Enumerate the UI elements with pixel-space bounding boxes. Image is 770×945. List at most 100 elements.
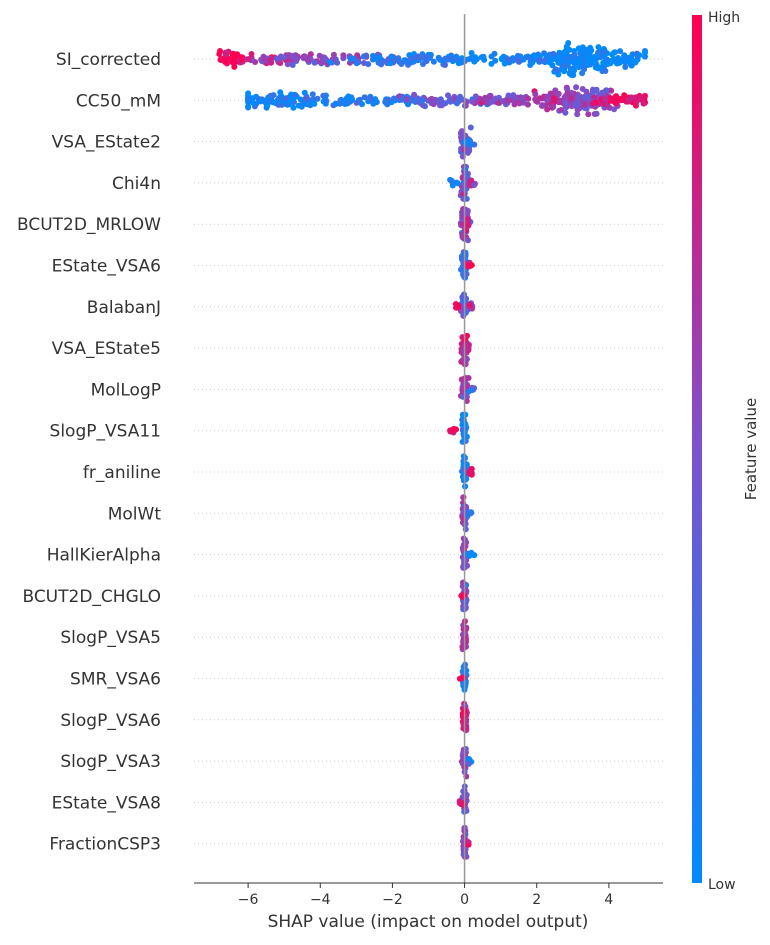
shap-point	[561, 94, 568, 101]
x-axis: −6 −4 −2 0 2 4	[194, 882, 663, 908]
shap-point	[414, 96, 421, 103]
shap-point	[223, 51, 229, 58]
shap-point	[568, 72, 575, 78]
shap-point	[281, 54, 288, 61]
shap-point	[466, 138, 473, 145]
shap-point	[628, 62, 635, 69]
shap-point	[465, 375, 472, 381]
shap-point	[621, 92, 628, 99]
shap-point	[589, 100, 596, 107]
shap-point	[322, 55, 329, 62]
shap-point	[456, 800, 463, 807]
shap-point	[307, 51, 314, 58]
shap-point	[290, 52, 297, 59]
shap-point	[332, 100, 339, 107]
shap-point	[435, 98, 442, 105]
shap-point	[282, 95, 289, 102]
shap-point	[464, 838, 471, 845]
shap-point	[468, 177, 475, 184]
shap-point	[467, 124, 474, 131]
shap-point	[587, 48, 594, 55]
shap-point	[573, 84, 580, 91]
shap-point	[608, 95, 615, 102]
feature-label: CC50_mM	[76, 91, 161, 111]
feature-label: BCUT2D_CHGLO	[22, 587, 161, 607]
feature-label: SMR_VSA6	[70, 670, 161, 690]
shap-point	[462, 521, 469, 527]
shap-point	[574, 111, 581, 118]
shap-point	[408, 97, 414, 104]
shap-point	[462, 526, 469, 533]
shap-point	[608, 87, 615, 94]
shap-point	[277, 98, 284, 105]
shap-point	[633, 99, 640, 105]
shap-point	[330, 51, 337, 58]
feature-label: SlogP_VSA5	[60, 628, 161, 648]
shap-point	[355, 97, 362, 104]
shap-point	[378, 61, 385, 68]
feature-label: VSA_EState5	[52, 339, 161, 359]
shap-point	[532, 96, 539, 103]
shap-point	[563, 47, 570, 54]
shap-point	[471, 552, 478, 559]
x-tick-label: −4	[310, 892, 331, 908]
shap-point	[370, 100, 377, 107]
feature-label: EState_VSA6	[52, 257, 161, 277]
shap-point	[580, 51, 587, 58]
shap-point	[539, 102, 546, 109]
feature-label: FractionCSP3	[49, 835, 161, 855]
shap-point	[445, 92, 451, 99]
shap-point	[600, 49, 607, 55]
shap-point	[626, 97, 633, 104]
shap-point	[531, 52, 538, 59]
shap-point	[467, 387, 474, 394]
shap-point	[398, 61, 405, 67]
shap-point	[552, 66, 559, 73]
shap-point	[505, 56, 512, 63]
shap-point	[552, 87, 559, 94]
shap-point	[488, 98, 495, 105]
shap-point	[515, 57, 522, 64]
shap-point	[363, 52, 370, 59]
shap-point	[430, 58, 437, 65]
shap-point	[422, 53, 428, 60]
shap-point	[619, 56, 626, 63]
shap-point	[555, 54, 561, 61]
shap-point	[595, 49, 601, 56]
x-tick-label: 2	[532, 892, 541, 908]
feature-label: fr_aniline	[83, 463, 161, 483]
shap-point	[525, 54, 532, 61]
shap-point	[353, 60, 360, 67]
shap-point	[478, 54, 485, 61]
shap-point	[561, 68, 568, 75]
x-tick-label: −2	[382, 892, 403, 908]
shap-point	[536, 57, 543, 63]
shap-point	[460, 453, 467, 460]
shap-point	[462, 98, 469, 105]
shap-point	[311, 59, 318, 66]
shap-point	[449, 427, 456, 433]
colorbar-low-label: Low	[708, 877, 736, 893]
shap-point	[573, 102, 580, 108]
shap-point	[458, 376, 465, 383]
shap-point	[581, 46, 588, 53]
shap-point	[231, 63, 238, 70]
shap-point	[469, 98, 476, 105]
shap-point	[403, 58, 410, 65]
shap-point	[385, 96, 392, 103]
feature-label: EState_VSA8	[52, 793, 161, 813]
colorbar-title: Feature value	[742, 398, 760, 500]
shap-point	[453, 179, 460, 186]
shap-point	[576, 58, 583, 65]
shap-point	[465, 222, 472, 229]
shap-point	[585, 93, 592, 100]
colorbar-high-label: High	[708, 10, 740, 26]
feature-label: MolWt	[108, 504, 162, 524]
shap-point	[468, 262, 475, 269]
shap-point	[460, 413, 467, 420]
shap-point	[458, 675, 465, 681]
shap-point	[463, 356, 470, 363]
shap-point	[455, 96, 462, 103]
shap-point	[612, 100, 619, 107]
shap-point	[302, 95, 309, 102]
